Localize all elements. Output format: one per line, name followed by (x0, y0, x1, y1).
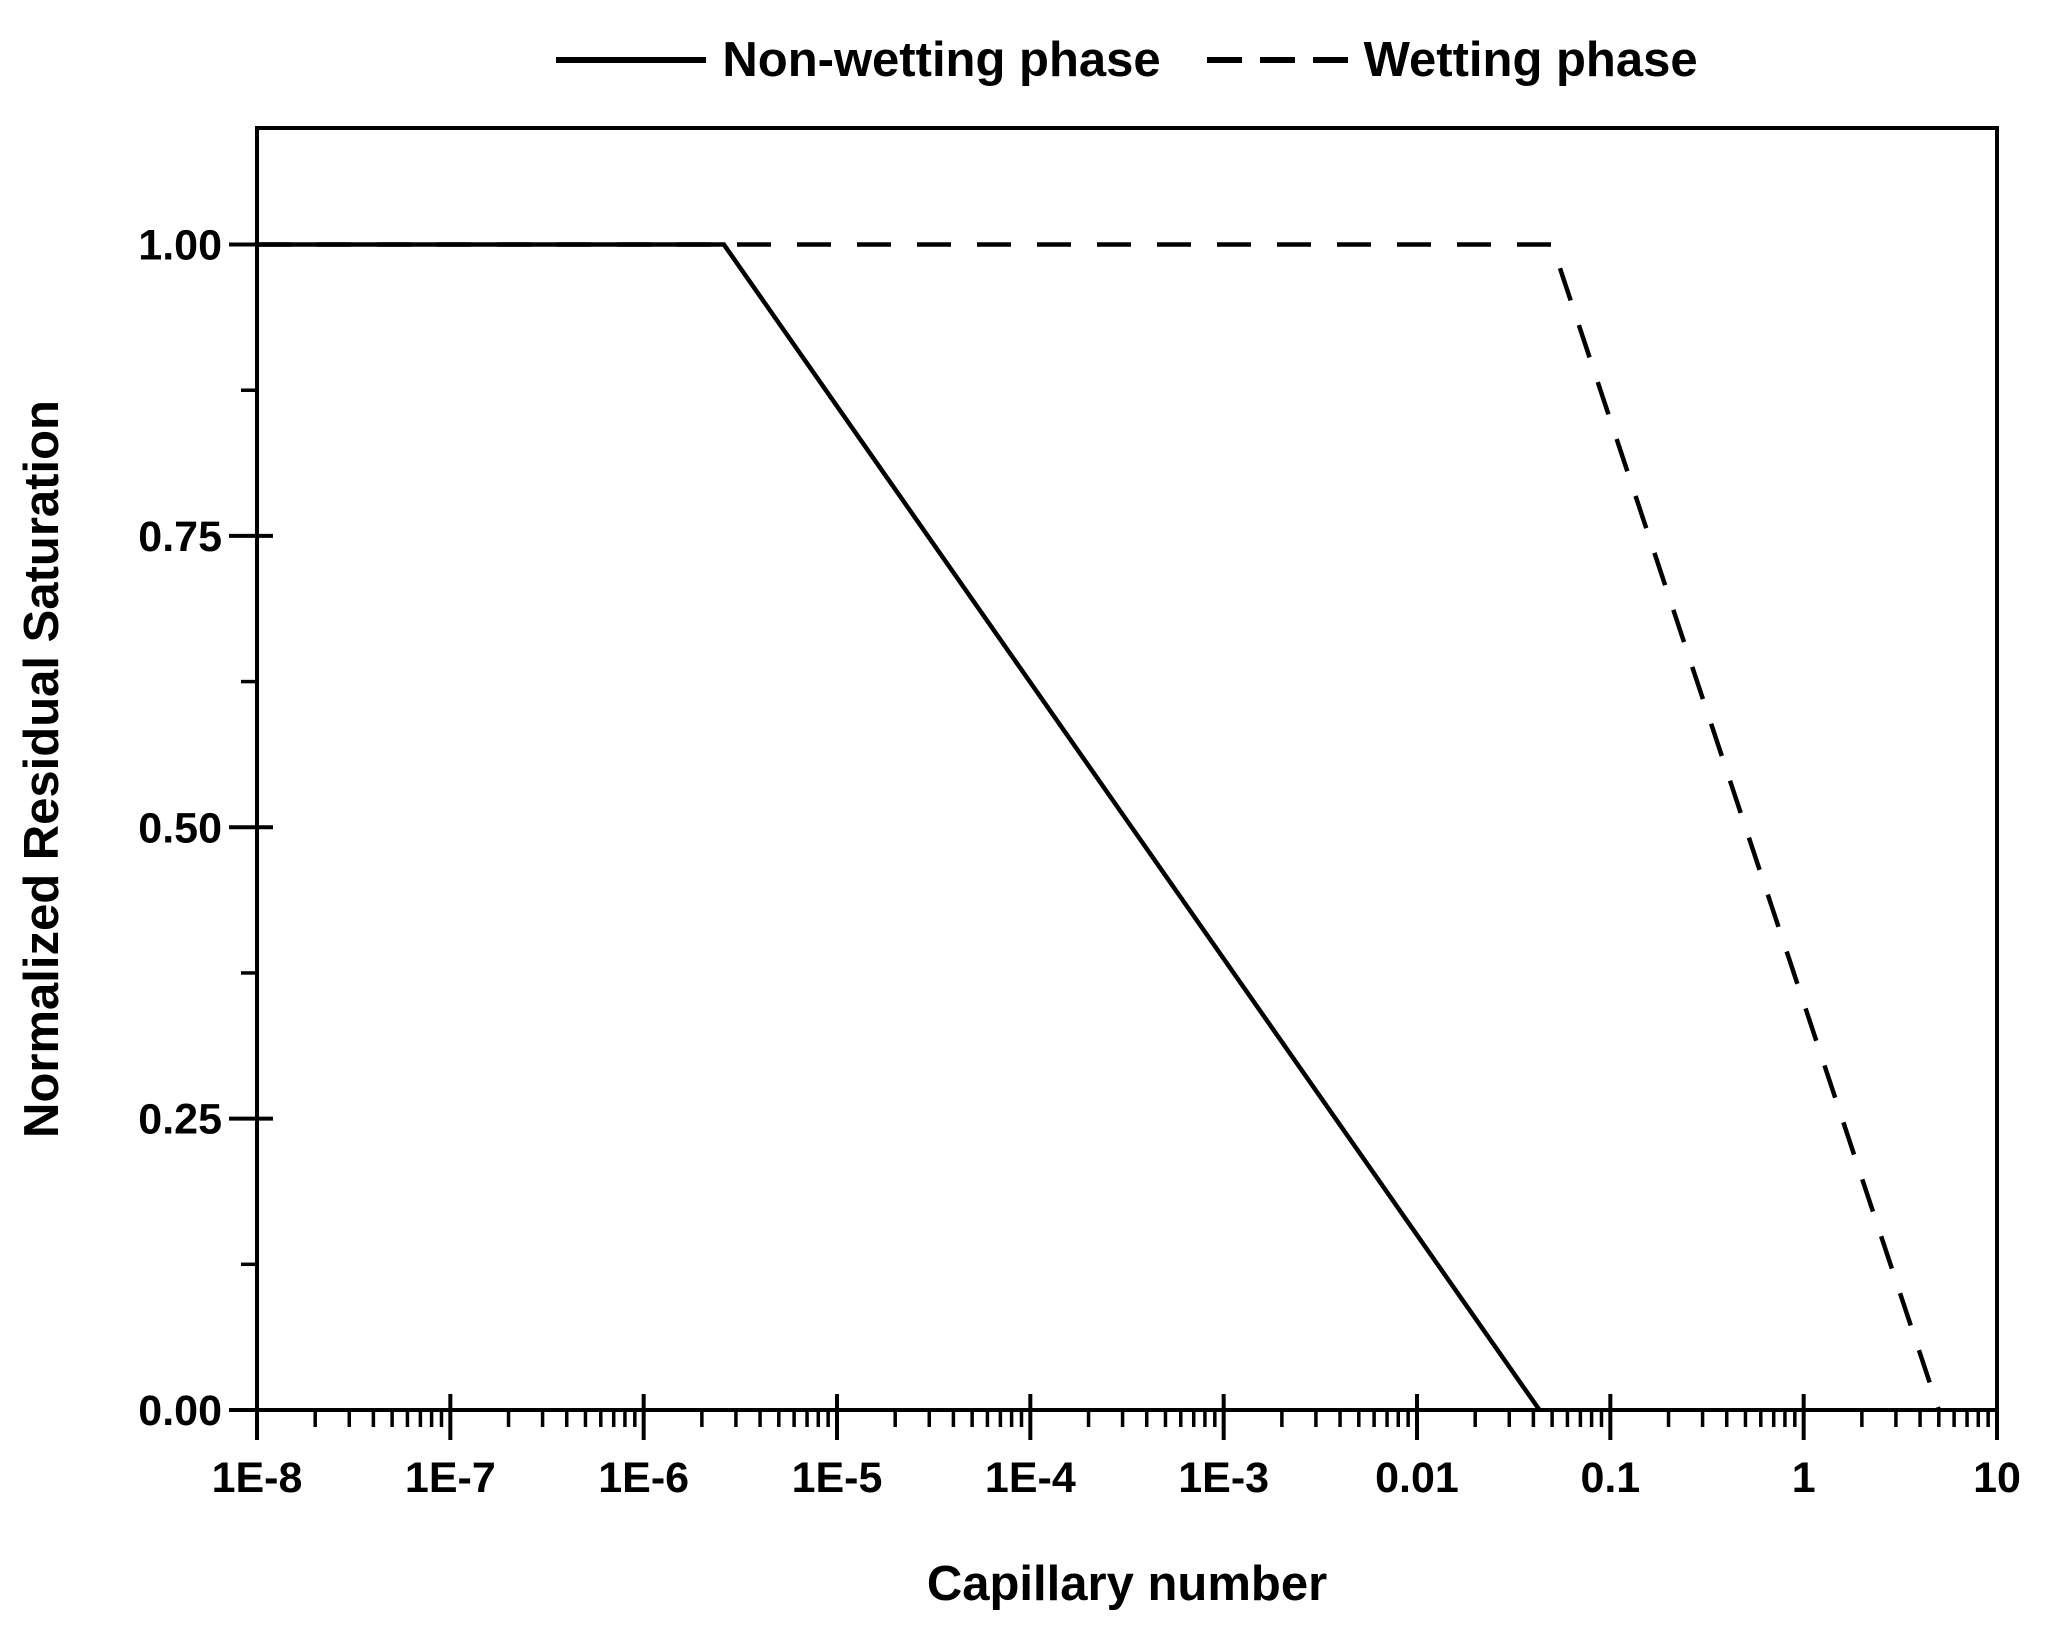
x-tick-label: 1E-8 (212, 1454, 303, 1502)
x-tick-label: 0.1 (1580, 1454, 1640, 1502)
x-tick-label: 1E-3 (1178, 1454, 1269, 1502)
legend: Non-wetting phase Wetting phase (257, 12, 1997, 108)
series-lines (257, 242, 1941, 1412)
legend-label-non-wetting-phase: Non-wetting phase (722, 33, 1161, 87)
x-axis-title: Capillary number (927, 1557, 1327, 1611)
legend-item-non-wetting-phase: Non-wetting phase (556, 32, 1161, 88)
x-tick-label: 1E-4 (985, 1454, 1076, 1502)
solid-line-sample-icon (556, 57, 707, 63)
y-axis-title: Normalized Residual Saturation (15, 400, 69, 1138)
legend-label-wetting-phase: Wetting phase (1363, 33, 1698, 87)
axis-ticks (229, 242, 1999, 1440)
y-tick-label: 0.25 (138, 1096, 222, 1144)
plot-frame (255, 126, 1999, 1412)
series-line-non-wetting-phase (257, 242, 1542, 1412)
axis-tick-labels: 1E-8 1E-7 1E-6 1E-5 1E-4 1E-3 0.01 0.1 1 10 1.00 0.… (138, 222, 2021, 1502)
x-tick-label: 1E-5 (792, 1454, 883, 1502)
dashed-line-sample-icon (1206, 57, 1348, 63)
series-line-wetting-phase (257, 242, 1941, 1411)
x-tick-label: 1E-7 (405, 1454, 496, 1502)
x-tick-label: 0.01 (1375, 1454, 1459, 1502)
legend-item-wetting-phase: Wetting phase (1206, 32, 1698, 88)
x-tick-label: 1E-6 (598, 1454, 689, 1502)
y-tick-label: 0.00 (138, 1387, 222, 1435)
y-tick-label: 1.00 (138, 222, 222, 270)
y-tick-label: 0.75 (138, 513, 222, 561)
y-tick-label: 0.50 (138, 804, 222, 852)
x-tick-label: 1 (1792, 1454, 1816, 1502)
x-tick-label: 10 (1973, 1454, 2021, 1502)
